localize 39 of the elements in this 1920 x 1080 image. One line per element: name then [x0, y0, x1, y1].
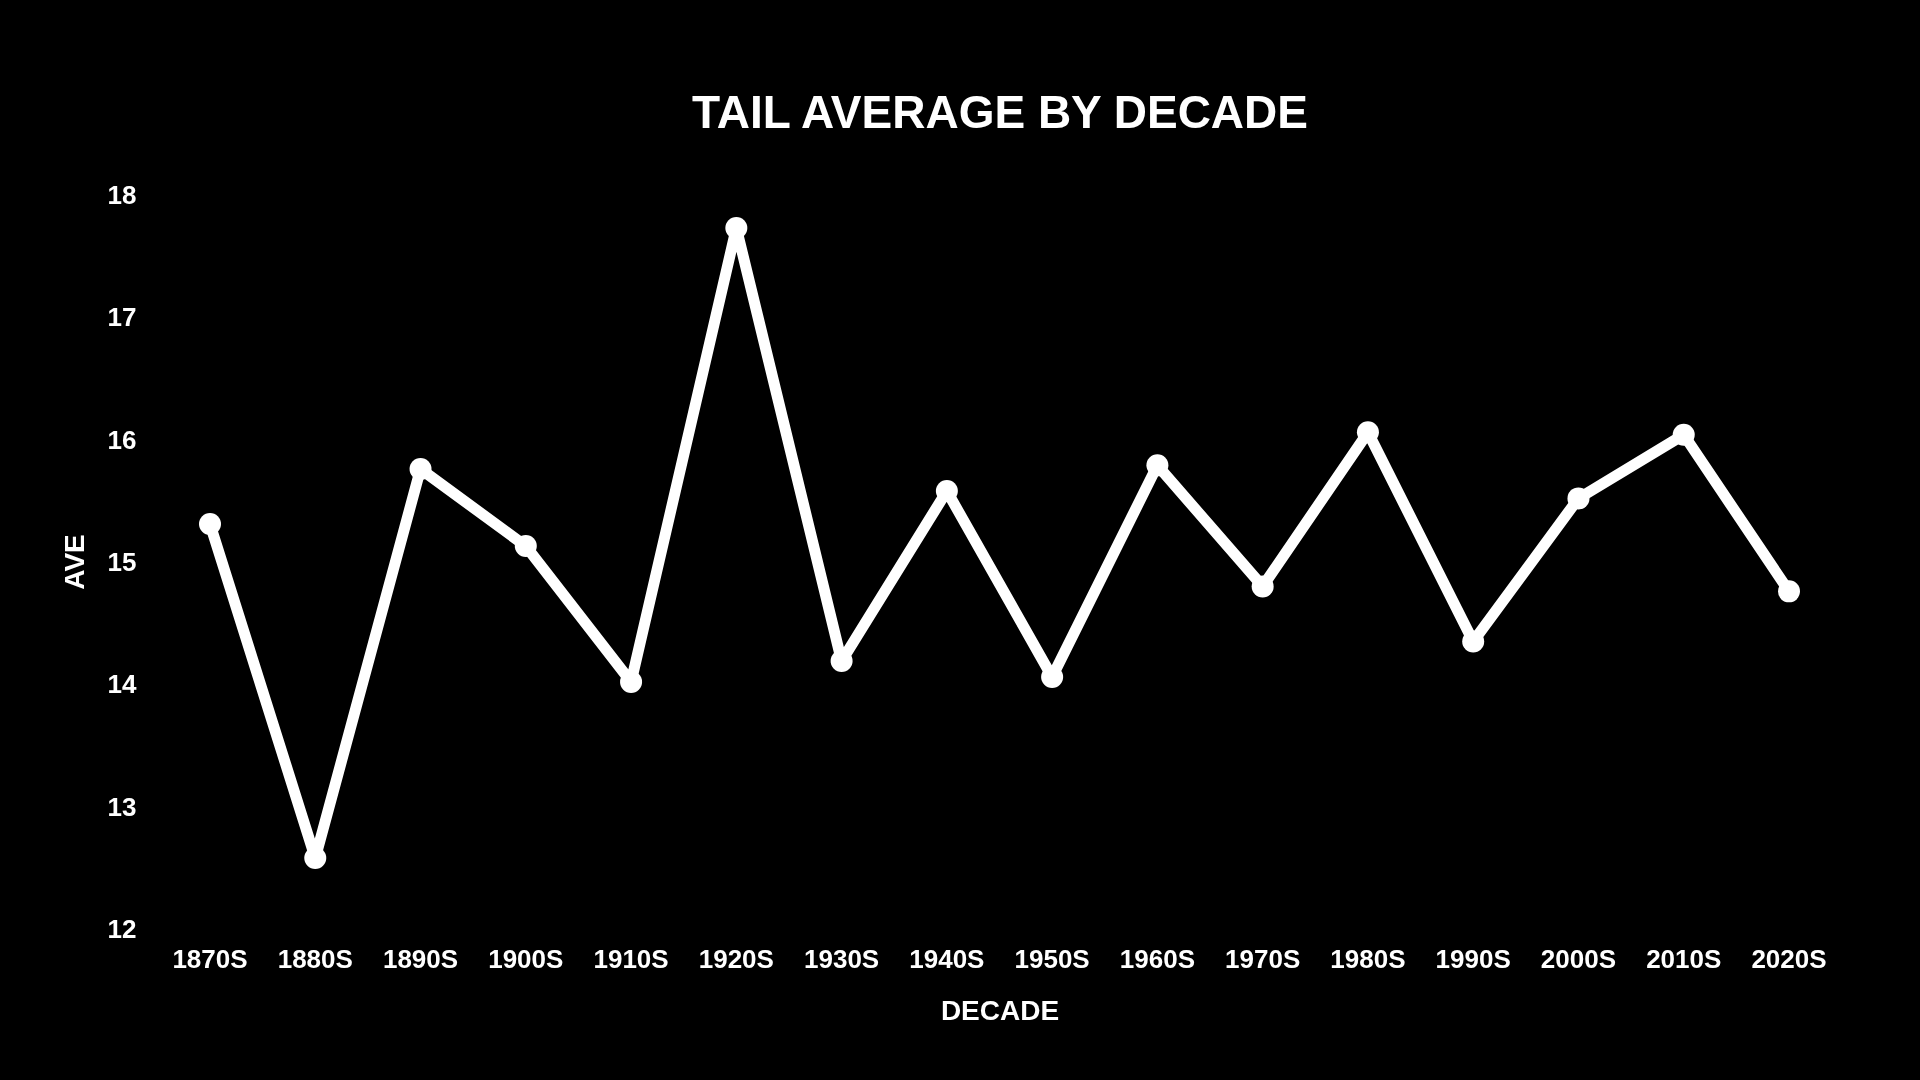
point	[199, 513, 221, 536]
point	[1672, 423, 1695, 446]
x-tick-label: 1890S	[382, 944, 459, 974]
x-tick-label: 1990S	[1435, 944, 1511, 974]
point	[1778, 580, 1800, 603]
point	[1251, 575, 1274, 598]
point	[830, 650, 853, 673]
point	[620, 670, 643, 693]
x-tick-label: 1980S	[1330, 944, 1406, 974]
y-tick-label: 13	[107, 791, 137, 822]
point	[1567, 487, 1590, 510]
x-tick-label: 2010S	[1646, 944, 1722, 974]
x-axis-title: DECADE	[940, 995, 1060, 1026]
x-tick-label: 1910S	[593, 944, 669, 974]
x-tick-label: 2020S	[1751, 944, 1827, 974]
point	[1462, 630, 1485, 653]
x-tick-label: 1900S	[488, 944, 564, 974]
x-tick-label: 1950S	[1014, 944, 1090, 974]
x-tick-label: 1920S	[698, 944, 774, 974]
x-tick-label: 2000S	[1540, 944, 1617, 974]
point	[409, 458, 432, 481]
chart-title: TAIL AVERAGE BY DECADE	[692, 86, 1308, 138]
x-tick-label: 1970S	[1225, 944, 1301, 974]
y-axis-title: AVE	[59, 534, 90, 590]
y-tick-label: 17	[107, 302, 137, 333]
x-tick-label: 1870S	[172, 944, 248, 974]
point	[304, 847, 327, 870]
y-tick-label: 15	[107, 547, 137, 578]
x-tick-label: 1880S	[277, 944, 353, 974]
x-tick-label: 1930S	[804, 944, 880, 974]
point	[1146, 454, 1169, 477]
y-tick-label: 16	[107, 424, 137, 455]
point	[514, 535, 537, 558]
y-tick-label: 14	[107, 669, 137, 700]
point	[1356, 421, 1379, 444]
x-tick-label: 1960S	[1119, 944, 1195, 974]
x-tick-label: 1940S	[909, 944, 985, 974]
y-tick-label: 12	[107, 914, 137, 945]
y-tick-label: 18	[107, 180, 137, 211]
